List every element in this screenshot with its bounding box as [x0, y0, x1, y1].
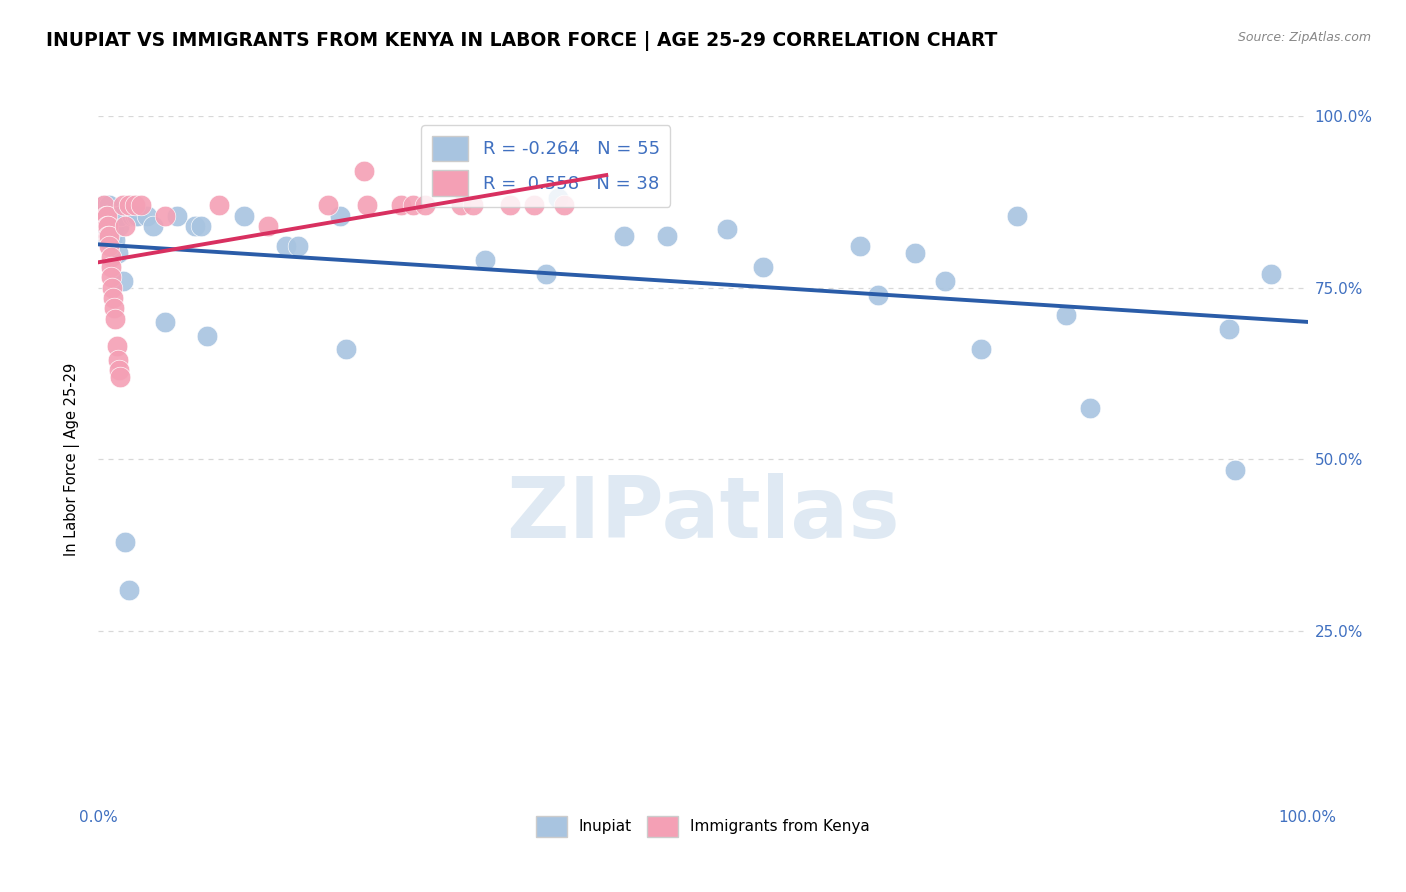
Point [129, 198, 152, 212]
Point [111, 198, 134, 212]
Point [100, 281, 122, 295]
Point [1078, 401, 1101, 415]
Point [655, 229, 678, 244]
Text: ZIPatlas: ZIPatlas [506, 473, 900, 556]
Point [353, 164, 375, 178]
Point [93, 198, 115, 212]
Point [108, 370, 131, 384]
Point [498, 198, 520, 212]
Point [553, 198, 575, 212]
Point [274, 239, 297, 253]
Point [98, 198, 121, 212]
Point [934, 274, 956, 288]
Point [103, 301, 125, 316]
Point [100, 219, 122, 233]
Point [94, 209, 117, 223]
Point [108, 219, 131, 233]
Point [463, 198, 485, 212]
Point [107, 352, 129, 367]
Point [534, 267, 557, 281]
Point [287, 239, 309, 253]
Point [100, 270, 122, 285]
Point [413, 198, 436, 212]
Point [256, 219, 278, 233]
Point [335, 343, 357, 357]
Text: Source: ZipAtlas.com: Source: ZipAtlas.com [1237, 31, 1371, 45]
Point [184, 219, 207, 233]
Point [105, 339, 128, 353]
Point [208, 198, 231, 212]
Point [127, 209, 149, 223]
Point [94, 209, 117, 223]
Point [118, 198, 141, 212]
Point [124, 198, 146, 212]
Point [1218, 322, 1240, 336]
Point [389, 198, 412, 212]
Y-axis label: In Labor Force | Age 25-29: In Labor Force | Age 25-29 [65, 363, 80, 556]
Point [523, 198, 546, 212]
Point [101, 291, 124, 305]
Point [970, 343, 993, 357]
Point [1007, 209, 1029, 223]
Point [98, 239, 121, 253]
Point [98, 229, 121, 244]
Point [96, 209, 118, 223]
Point [104, 233, 127, 247]
Point [121, 209, 143, 223]
Point [752, 260, 775, 274]
Point [100, 260, 122, 274]
Point [613, 229, 636, 244]
Point [166, 209, 188, 223]
Point [474, 253, 496, 268]
Point [547, 191, 569, 205]
Point [1223, 463, 1246, 477]
Point [111, 274, 134, 288]
Point [153, 315, 176, 329]
Legend: Inupiat, Immigrants from Kenya: Inupiat, Immigrants from Kenya [530, 809, 876, 843]
Point [114, 534, 136, 549]
Point [195, 328, 218, 343]
Point [1054, 308, 1077, 322]
Point [104, 311, 127, 326]
Point [190, 219, 212, 233]
Point [356, 198, 378, 212]
Point [96, 209, 118, 223]
Point [153, 209, 176, 223]
Point [329, 209, 352, 223]
Point [98, 219, 121, 233]
Point [100, 233, 122, 247]
Point [96, 219, 118, 233]
Point [402, 198, 425, 212]
Point [135, 209, 157, 223]
Text: INUPIAT VS IMMIGRANTS FROM KENYA IN LABOR FORCE | AGE 25-29 CORRELATION CHART: INUPIAT VS IMMIGRANTS FROM KENYA IN LABO… [46, 31, 998, 51]
Point [849, 239, 872, 253]
Point [108, 363, 131, 377]
Point [107, 246, 129, 260]
Point [114, 219, 136, 233]
Point [108, 209, 131, 223]
Point [97, 219, 120, 233]
Point [97, 233, 120, 247]
Point [904, 246, 927, 260]
Point [868, 287, 890, 301]
Point [97, 219, 120, 233]
Point [93, 198, 115, 212]
Point [97, 229, 120, 244]
Point [232, 209, 254, 223]
Point [103, 219, 125, 233]
Point [118, 582, 141, 597]
Point [100, 209, 122, 223]
Point [100, 250, 122, 264]
Point [316, 198, 339, 212]
Point [94, 219, 117, 233]
Point [101, 209, 124, 223]
Point [1260, 267, 1282, 281]
Point [96, 198, 118, 212]
Point [124, 209, 146, 223]
Point [142, 219, 165, 233]
Point [450, 198, 472, 212]
Point [716, 222, 738, 236]
Point [105, 209, 128, 223]
